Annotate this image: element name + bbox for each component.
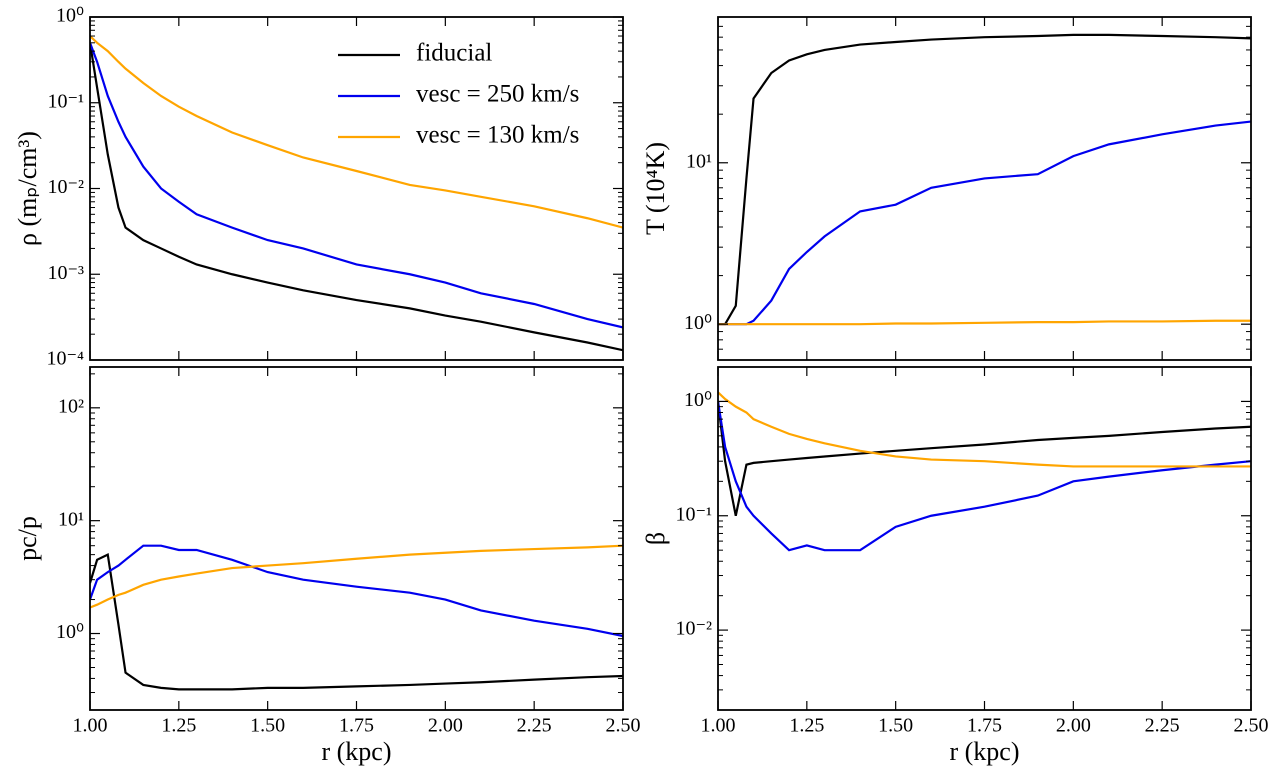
y-tick-label: 10¹ [686,150,712,172]
x-tick-label: 1.50 [878,715,913,737]
frame [89,16,624,361]
series-line [90,544,623,609]
x-tick-label: 1.75 [339,715,374,737]
x-tick-label: 1.00 [73,715,108,737]
x-tick-label: 1.25 [789,715,824,737]
plot-area [90,367,623,710]
frame [717,16,1252,361]
x-tick-label: 2.25 [517,715,552,737]
y-axis-label: ρ (mₚ/cm³) [13,131,42,246]
series-line [718,391,1251,468]
series-line [718,319,1251,326]
x-tick-label: 1.50 [250,715,285,737]
series-line [718,33,1251,326]
series-line [90,42,623,352]
plot-area [90,17,623,360]
y-tick-label: 10¹ [58,508,84,530]
x-tick-label: 2.00 [1056,715,1091,737]
series-line [90,35,623,229]
legend-label: fiducial [416,40,492,67]
y-tick-label: 10⁻² [47,176,84,198]
legend-label: vesc = 250 km/s [416,81,579,108]
y-tick-label: 10⁰ [684,389,712,411]
panel: 1.00 1.25 1.50 1.75 2.00 2.25 2.50 10⁰ 10¹ 10² r (… [13,366,641,766]
y-tick-label: 10⁻⁴ [46,348,84,370]
panel: 10⁻⁴ 10⁻³ 10⁻² 10⁻¹ 10⁰ ρ (mₚ/cm³) fiducial ves… [13,5,624,370]
x-tick-label: 2.50 [1234,715,1269,737]
y-tick-label: 10⁰ [56,5,84,27]
x-axis-label: r (kpc) [321,737,391,766]
panel: 1.00 1.25 1.50 1.75 2.00 2.25 2.50 10⁻² 10⁻¹ 10⁰ r… [641,366,1269,766]
x-tick-label: 1.25 [161,715,196,737]
y-axis-label: β [641,532,670,545]
series-line [90,553,623,691]
frame [89,366,624,711]
x-tick-label: 2.00 [428,715,463,737]
series-line [90,544,623,638]
y-tick-label: 10⁻² [675,618,712,640]
y-tick-label: 10⁻³ [47,262,84,284]
plot-area [718,17,1251,360]
x-axis-label: r (kpc) [949,737,1019,766]
x-tick-label: 2.50 [606,715,641,737]
y-axis-label: T (10⁴K) [641,142,670,235]
x-tick-label: 1.00 [701,715,736,737]
y-tick-label: 10² [58,395,84,417]
y-tick-label: 10⁻¹ [47,90,84,112]
x-tick-label: 1.75 [967,715,1002,737]
y-tick-label: 10⁰ [56,621,84,643]
x-tick-label: 2.25 [1145,715,1180,737]
series-line [90,42,623,329]
y-tick-label: 10⁰ [684,312,712,334]
series-line [718,401,1251,516]
panel: 10⁰ 10¹ T (10⁴K) [641,16,1252,361]
series-line [718,401,1251,552]
y-axis-label: pc/p [13,516,42,561]
legend-label: vesc = 130 km/s [416,122,579,149]
frame [717,366,1252,711]
plot-area [718,367,1251,710]
y-tick-label: 10⁻¹ [675,503,712,525]
